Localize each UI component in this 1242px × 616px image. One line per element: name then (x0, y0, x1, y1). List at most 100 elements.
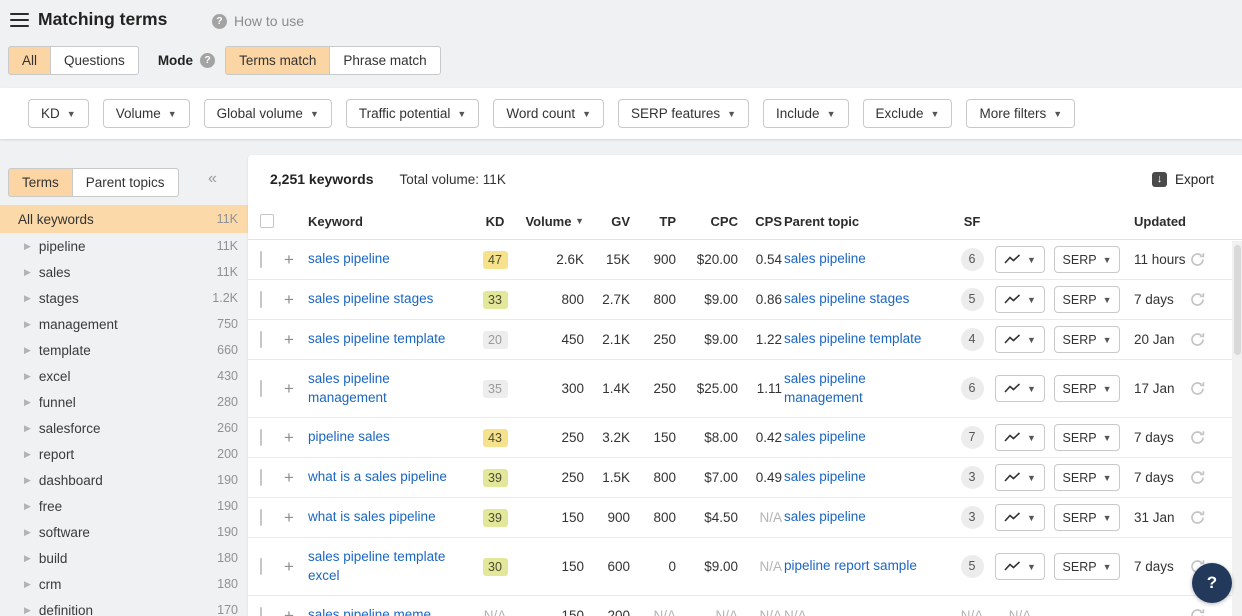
filter-more-filters[interactable]: More filters ▼ (966, 99, 1076, 128)
trend-chart-dropdown-button[interactable]: ▼ (995, 504, 1045, 531)
add-to-list-icon[interactable]: + (284, 606, 294, 616)
col-keyword[interactable]: Keyword (308, 213, 363, 229)
row-checkbox[interactable] (260, 291, 262, 308)
add-to-list-icon[interactable]: + (284, 290, 294, 309)
serp-dropdown-button[interactable]: SERP ▼ (1053, 246, 1121, 273)
sidebar-tab-parent-topics[interactable]: Parent topics (71, 168, 179, 197)
keyword-link[interactable]: sales pipeline template (308, 331, 446, 347)
tree-item-pipeline[interactable]: ▶ pipeline 11K (0, 233, 248, 259)
collapse-sidebar-icon[interactable]: « (208, 170, 217, 187)
add-to-list-icon[interactable]: + (284, 508, 294, 527)
parent-topic-link[interactable]: sales pipeline template (784, 331, 922, 347)
tree-item-management[interactable]: ▶ management 750 (0, 311, 248, 337)
refresh-icon[interactable] (1190, 510, 1214, 525)
how-to-use-link[interactable]: ? How to use (212, 13, 304, 29)
filter-exclude[interactable]: Exclude ▼ (862, 99, 953, 128)
trend-chart-dropdown-button[interactable]: ▼ (995, 375, 1045, 402)
parent-topic-link[interactable]: sales pipeline (784, 429, 866, 445)
refresh-icon[interactable] (1190, 430, 1214, 445)
filter-kd[interactable]: KD ▼ (28, 99, 89, 128)
serp-dropdown-button[interactable]: SERP ▼ (1053, 504, 1121, 531)
col-cpc[interactable]: CPC (710, 213, 738, 229)
filter-serp-features[interactable]: SERP features ▼ (618, 99, 750, 128)
tree-item-crm[interactable]: ▶ crm 180 (0, 571, 248, 597)
col-sf[interactable]: SF (963, 213, 981, 229)
hamburger-menu-icon[interactable] (10, 13, 29, 28)
tree-item-software[interactable]: ▶ software 190 (0, 519, 248, 545)
row-checkbox[interactable] (260, 469, 262, 486)
tree-item-dashboard[interactable]: ▶ dashboard 190 (0, 467, 248, 493)
refresh-icon[interactable] (1190, 381, 1214, 396)
serp-dropdown-button[interactable]: SERP ▼ (1053, 286, 1121, 313)
add-to-list-icon[interactable]: + (284, 468, 294, 487)
keyword-link[interactable]: sales pipeline meme (308, 607, 432, 616)
add-to-list-icon[interactable]: + (284, 428, 294, 447)
filter-include[interactable]: Include ▼ (763, 99, 849, 128)
tab-all[interactable]: All (8, 46, 52, 75)
tree-item-build[interactable]: ▶ build 180 (0, 545, 248, 571)
filter-word-count[interactable]: Word count ▼ (493, 99, 605, 128)
col-kd[interactable]: KD (485, 213, 505, 229)
refresh-icon[interactable] (1190, 608, 1214, 616)
keyword-link[interactable]: what is a sales pipeline (308, 469, 447, 485)
trend-chart-dropdown-button[interactable]: ▼ (995, 246, 1045, 273)
row-checkbox[interactable] (260, 429, 262, 446)
serp-dropdown-button[interactable]: SERP ▼ (1053, 424, 1121, 451)
scrollbar-thumb[interactable] (1233, 245, 1241, 355)
keyword-link[interactable]: sales pipeline template excel (308, 549, 446, 583)
serp-dropdown-button[interactable]: SERP ▼ (1053, 375, 1121, 402)
tree-item-excel[interactable]: ▶ excel 430 (0, 363, 248, 389)
trend-chart-dropdown-button[interactable]: ▼ (995, 553, 1045, 580)
col-updated[interactable]: Updated (1134, 213, 1186, 229)
col-volume[interactable]: Volume ▼ (525, 213, 584, 229)
add-to-list-icon[interactable]: + (284, 557, 294, 576)
filter-volume[interactable]: Volume ▼ (102, 99, 190, 128)
trend-chart-dropdown-button[interactable]: ▼ (995, 464, 1045, 491)
sidebar-tab-terms[interactable]: Terms (8, 168, 73, 197)
row-checkbox[interactable] (260, 331, 262, 348)
keyword-link[interactable]: sales pipeline (308, 251, 390, 267)
row-checkbox[interactable] (260, 558, 262, 575)
trend-chart-dropdown-button[interactable]: ▼ (995, 326, 1045, 353)
refresh-icon[interactable] (1190, 292, 1214, 307)
filter-global-volume[interactable]: Global volume ▼ (203, 99, 332, 128)
table-scrollbar[interactable] (1232, 241, 1242, 616)
row-checkbox[interactable] (260, 607, 262, 616)
keyword-link[interactable]: sales pipeline stages (308, 291, 434, 307)
col-gv[interactable]: GV (611, 213, 630, 229)
mode-tab-terms-match[interactable]: Terms match (225, 46, 331, 75)
export-button[interactable]: ↓ Export (1151, 171, 1214, 187)
tree-item-template[interactable]: ▶ template 660 (0, 337, 248, 363)
parent-topic-link[interactable]: sales pipeline (784, 469, 866, 485)
mode-help-icon[interactable]: ? (200, 53, 216, 68)
tree-item-funnel[interactable]: ▶ funnel 280 (0, 389, 248, 415)
tree-item-all-keywords[interactable]: All keywords 11K (0, 205, 248, 233)
parent-topic-link[interactable]: sales pipeline (784, 251, 866, 267)
select-all-checkbox[interactable] (260, 214, 274, 228)
add-to-list-icon[interactable]: + (284, 379, 294, 398)
help-fab-button[interactable]: ? (1192, 563, 1232, 603)
refresh-icon[interactable] (1190, 470, 1214, 485)
tree-item-sales[interactable]: ▶ sales 11K (0, 259, 248, 285)
keyword-link[interactable]: pipeline sales (308, 429, 390, 445)
add-to-list-icon[interactable]: + (284, 330, 294, 349)
row-checkbox[interactable] (260, 380, 262, 397)
keyword-link[interactable]: sales pipeline management (308, 371, 390, 405)
row-checkbox[interactable] (260, 251, 262, 268)
trend-chart-dropdown-button[interactable]: ▼ (995, 424, 1045, 451)
col-cps[interactable]: CPS (755, 213, 782, 229)
add-to-list-icon[interactable]: + (284, 250, 294, 269)
refresh-icon[interactable] (1190, 252, 1214, 267)
parent-topic-link[interactable]: sales pipeline stages (784, 291, 910, 307)
tree-item-definition[interactable]: ▶ definition 170 (0, 597, 248, 616)
tree-item-report[interactable]: ▶ report 200 (0, 441, 248, 467)
tree-item-stages[interactable]: ▶ stages 1.2K (0, 285, 248, 311)
tree-item-free[interactable]: ▶ free 190 (0, 493, 248, 519)
tree-item-salesforce[interactable]: ▶ salesforce 260 (0, 415, 248, 441)
refresh-icon[interactable] (1190, 332, 1214, 347)
row-checkbox[interactable] (260, 509, 262, 526)
keyword-link[interactable]: what is sales pipeline (308, 509, 436, 525)
mode-tab-phrase-match[interactable]: Phrase match (329, 46, 441, 75)
serp-dropdown-button[interactable]: SERP ▼ (1053, 553, 1121, 580)
trend-chart-dropdown-button[interactable]: ▼ (995, 286, 1045, 313)
